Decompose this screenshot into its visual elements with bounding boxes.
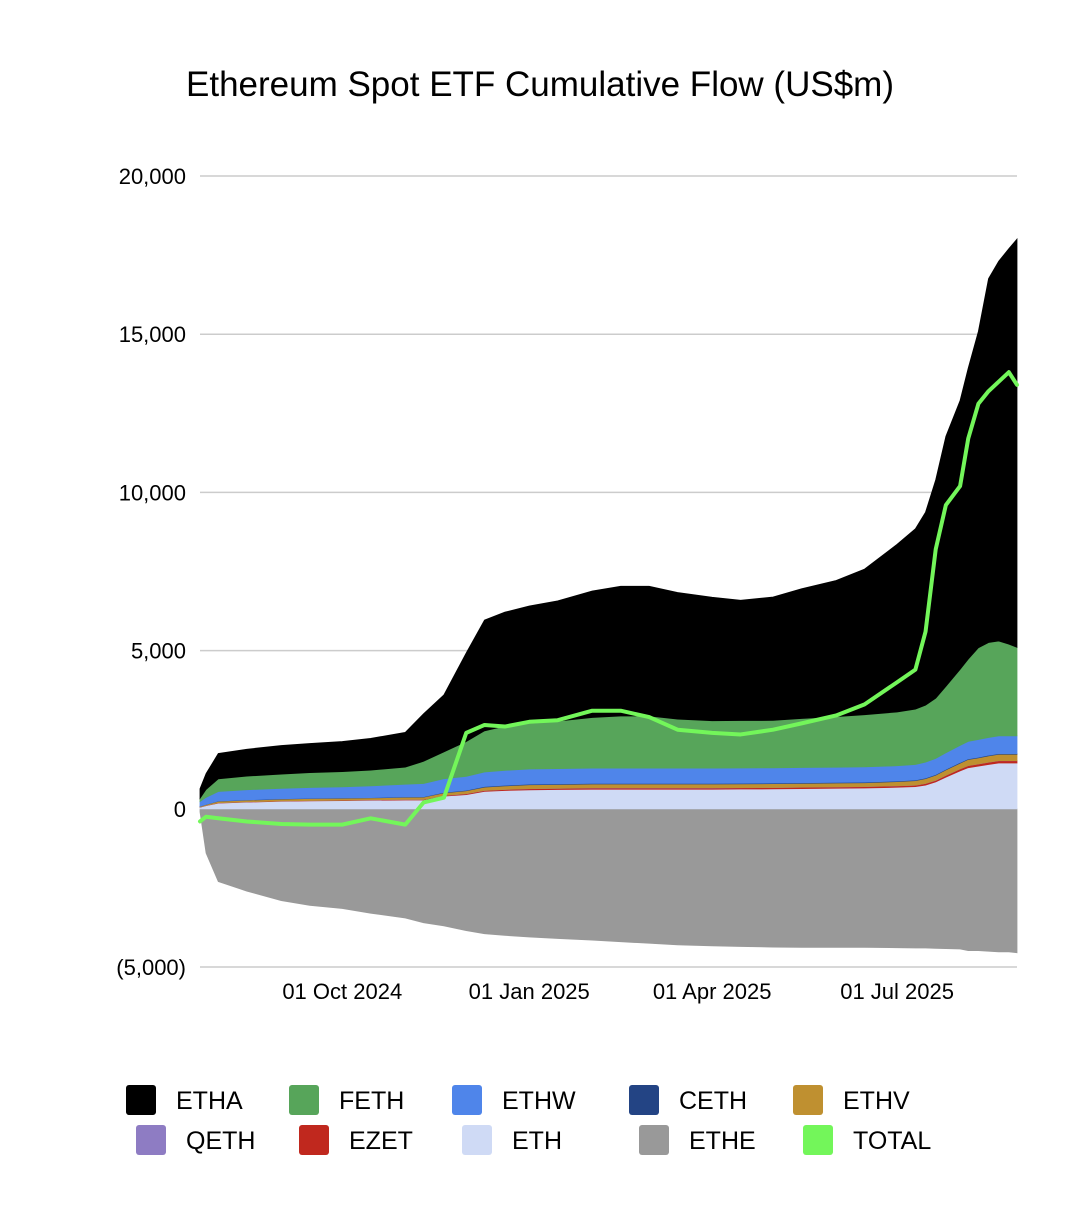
legend-label: ETHA: [176, 1087, 243, 1115]
legend-label: ETHV: [843, 1087, 910, 1115]
legend-swatch: [629, 1085, 659, 1115]
legend-item-ethv: ETHV: [793, 1085, 910, 1115]
legend-swatch: [803, 1125, 833, 1155]
line-total: [198, 370, 1019, 827]
legend-swatch: [639, 1125, 669, 1155]
stacked-areas: [199, 238, 1018, 954]
y-tick-label: (5,000): [116, 955, 186, 980]
legend-item-qeth: QETH: [136, 1125, 255, 1155]
y-tick-label: 0: [174, 797, 186, 822]
x-tick-label: 01 Jul 2025: [840, 979, 954, 1004]
legend: ETHA FETH ETHW CETH ETHV QETH EZET ETH ETHE TOTAL: [126, 1085, 931, 1155]
axis-labels: 20,000 15,000 10,000 5,000 0 (5,000) 01 Oct 20…: [116, 164, 954, 1004]
legend-label: TOTAL: [853, 1127, 931, 1155]
total-line-layer: [198, 370, 1019, 827]
legend-label: FETH: [339, 1087, 404, 1115]
x-tick-label: 01 Jan 2025: [469, 979, 590, 1004]
legend-swatch: [136, 1125, 166, 1155]
x-tick-label: 01 Oct 2024: [282, 979, 402, 1004]
area-ethe: [199, 808, 1018, 954]
legend-swatch: [289, 1085, 319, 1115]
y-tick-label: 15,000: [119, 322, 186, 347]
legend-item-ezet: EZET: [299, 1125, 413, 1155]
chart-title: Ethereum Spot ETF Cumulative Flow (US$m): [186, 65, 894, 104]
y-tick-label: 5,000: [131, 639, 186, 664]
legend-item-eth: ETH: [462, 1125, 562, 1155]
x-tick-label: 01 Apr 2025: [653, 979, 772, 1004]
legend-item-feth: FETH: [289, 1085, 404, 1115]
legend-swatch: [126, 1085, 156, 1115]
legend-item-total: TOTAL: [803, 1125, 931, 1155]
legend-item-ceth: CETH: [629, 1085, 747, 1115]
legend-swatch: [299, 1125, 329, 1155]
area-etha: [199, 238, 1018, 800]
legend-label: ETHW: [502, 1087, 576, 1115]
legend-swatch: [462, 1125, 492, 1155]
legend-swatch: [452, 1085, 482, 1115]
y-tick-label: 20,000: [119, 164, 186, 189]
legend-label: ETHE: [689, 1127, 756, 1155]
y-tick-label: 10,000: [119, 480, 186, 505]
legend-swatch: [793, 1085, 823, 1115]
legend-item-ethw: ETHW: [452, 1085, 576, 1115]
legend-label: ETH: [512, 1127, 562, 1155]
legend-label: EZET: [349, 1127, 413, 1155]
legend-item-etha: ETHA: [126, 1085, 243, 1115]
legend-item-ethe: ETHE: [639, 1125, 756, 1155]
legend-label: QETH: [186, 1127, 255, 1155]
legend-label: CETH: [679, 1087, 747, 1115]
